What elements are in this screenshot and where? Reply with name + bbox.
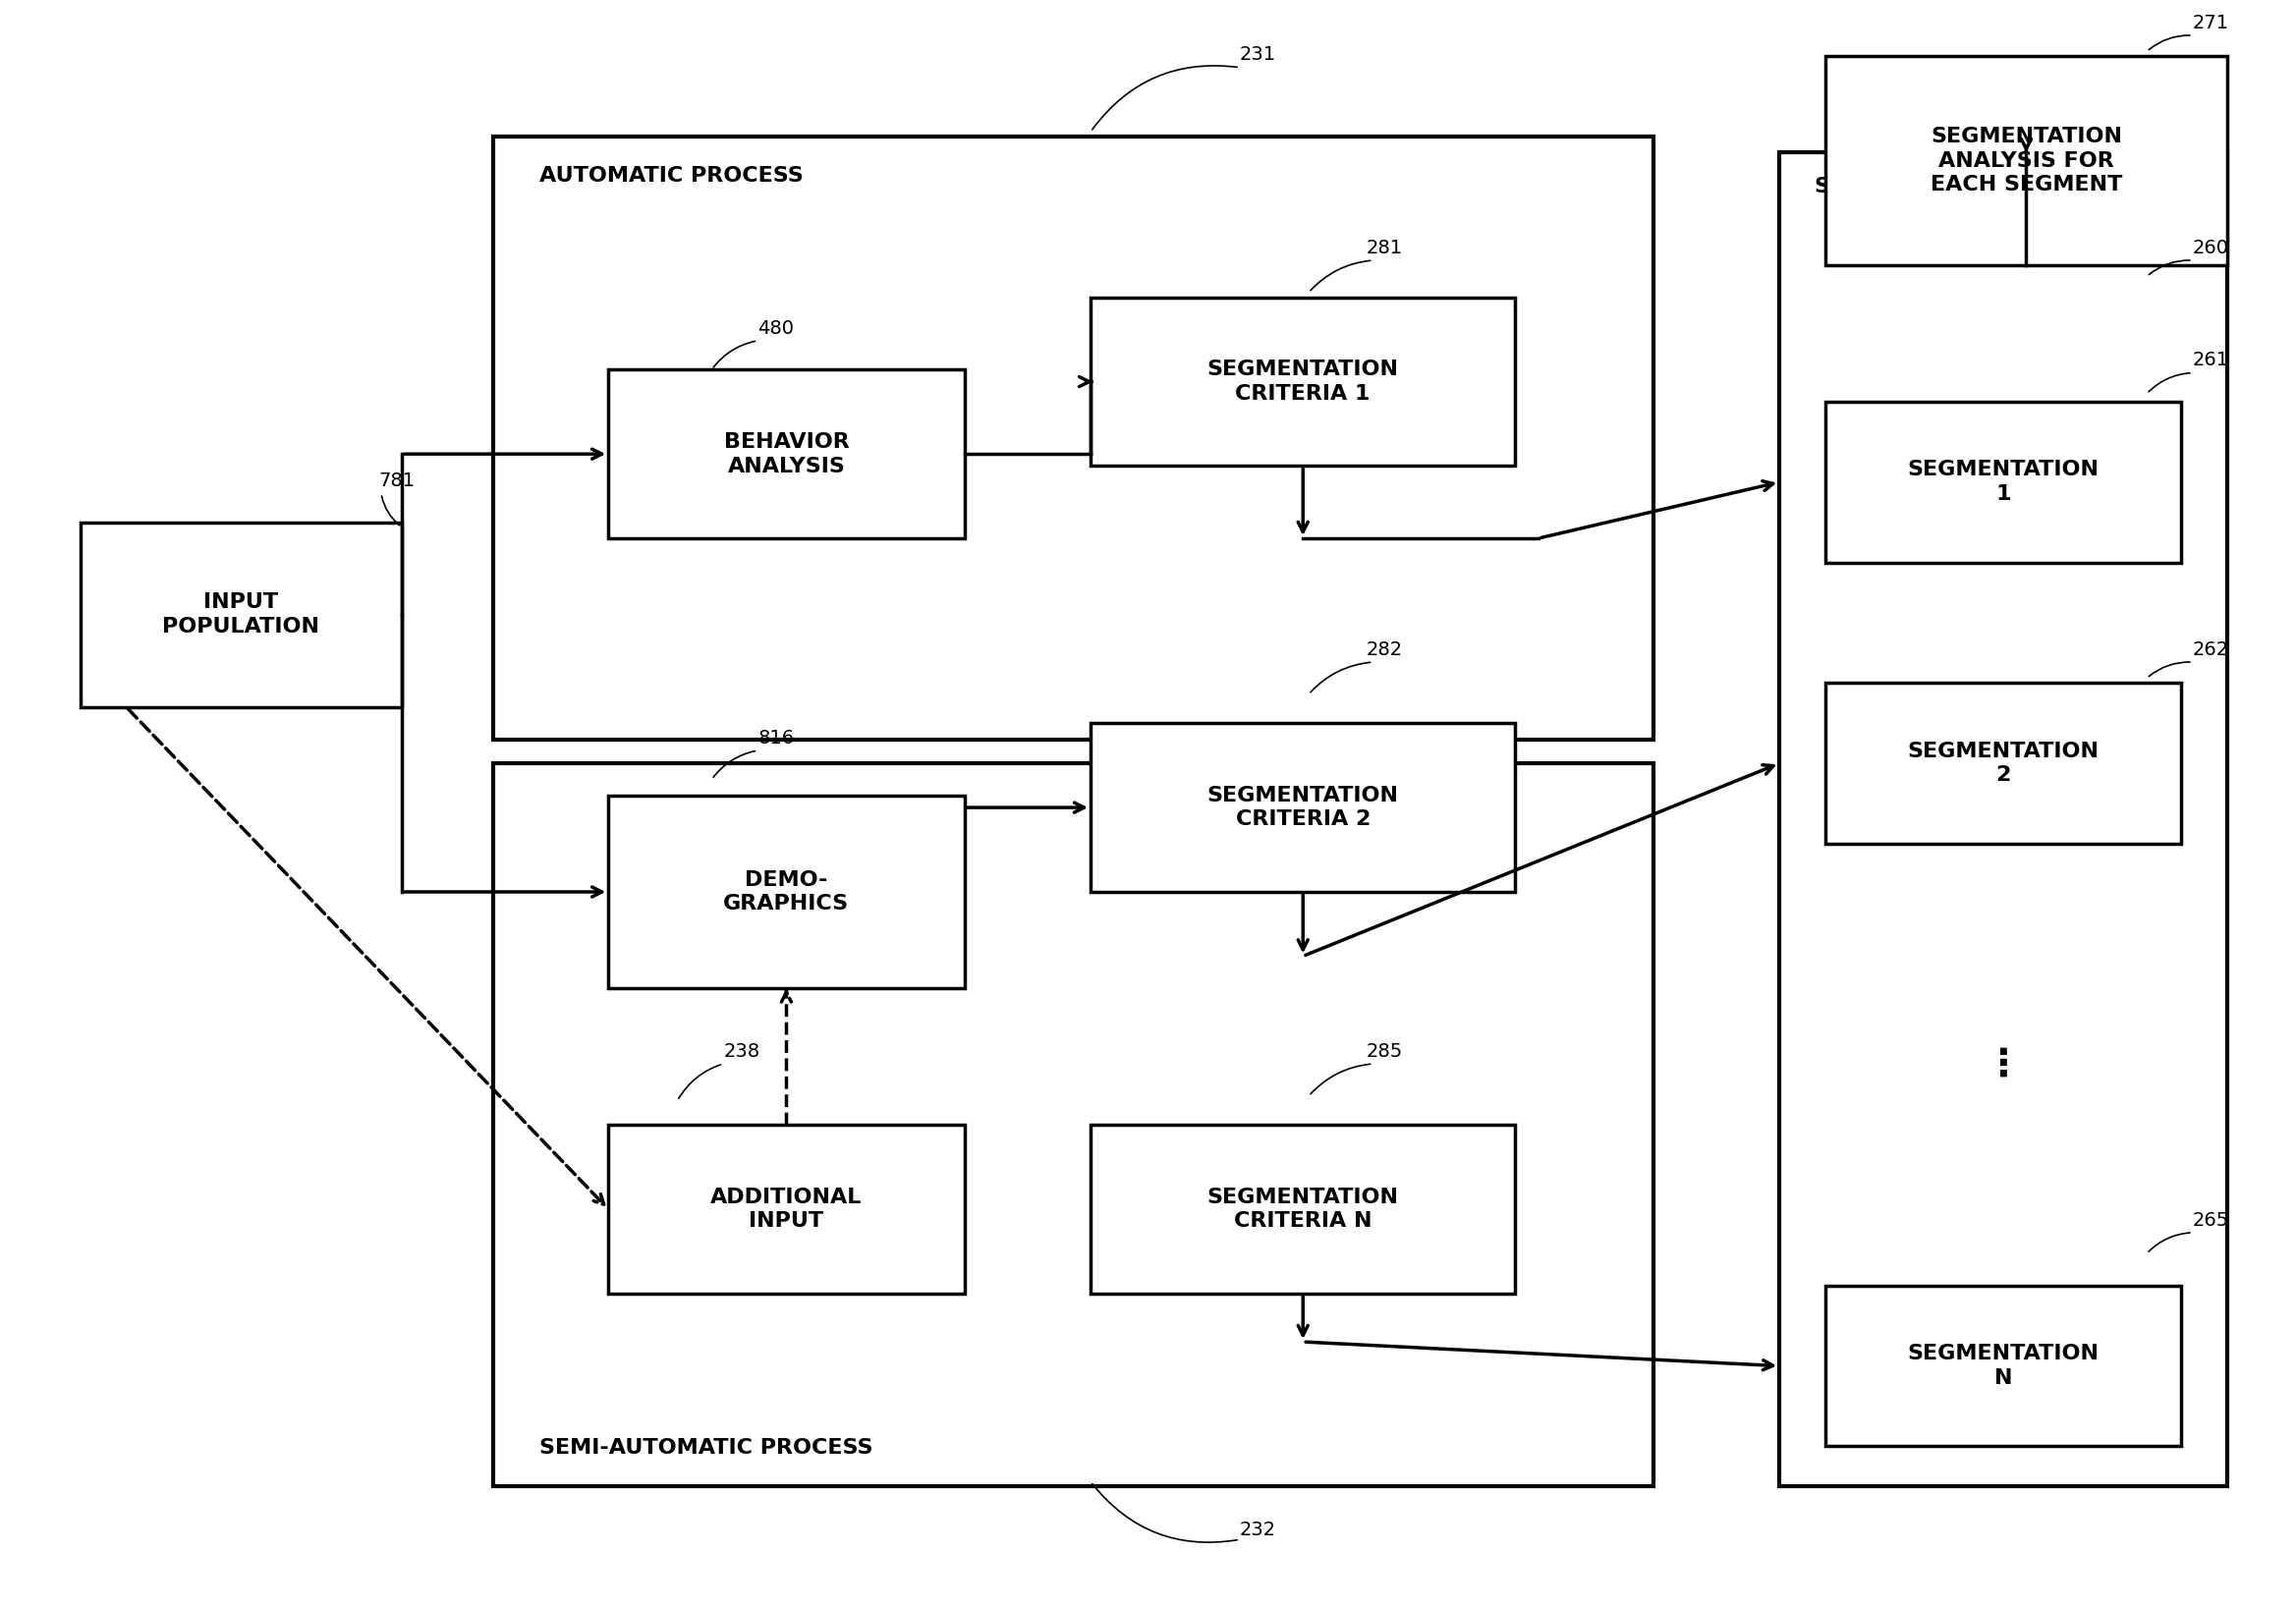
Bar [1779, 153, 2227, 1486]
Text: 262: 262 [2193, 640, 2229, 659]
Text: INPUT
POPULATION: INPUT POPULATION [163, 593, 319, 636]
Text: SEGMENTATION
CRITERIA N: SEGMENTATION CRITERIA N [1208, 1188, 1398, 1231]
Text: 282: 282 [1366, 640, 1403, 659]
Text: AUTOMATIC PROCESS: AUTOMATIC PROCESS [540, 166, 804, 185]
Text: DEMO-
GRAPHICS: DEMO- GRAPHICS [723, 869, 850, 914]
Text: SEGMENTATION
N: SEGMENTATION N [1908, 1343, 2099, 1388]
Text: 231: 231 [1240, 45, 1277, 64]
Bar [1825, 402, 2181, 562]
Text: SEGMENTATION: SEGMENTATION [1814, 177, 2004, 196]
Bar [1091, 1125, 1515, 1294]
Text: SEMI-AUTOMATIC PROCESS: SEMI-AUTOMATIC PROCESS [540, 1438, 872, 1458]
Text: 271: 271 [2193, 13, 2229, 32]
Text: SEGMENTATION
1: SEGMENTATION 1 [1908, 460, 2099, 505]
Text: 816: 816 [758, 728, 794, 747]
Text: SEGMENTATION
2: SEGMENTATION 2 [1908, 741, 2099, 786]
Bar [1825, 56, 2227, 265]
Bar [1825, 683, 2181, 844]
Bar [494, 137, 1653, 739]
Text: SEGMENTATION
CRITERIA 1: SEGMENTATION CRITERIA 1 [1208, 360, 1398, 403]
Text: SEGMENTATION
ANALYSIS FOR
EACH SEGMENT: SEGMENTATION ANALYSIS FOR EACH SEGMENT [1931, 127, 2122, 194]
Bar [1091, 723, 1515, 892]
Text: 238: 238 [723, 1041, 760, 1061]
Bar [80, 522, 402, 707]
Bar [608, 1125, 964, 1294]
Text: 480: 480 [758, 318, 794, 337]
Text: 285: 285 [1366, 1041, 1403, 1061]
Text: SEGMENTATION
CRITERIA 2: SEGMENTATION CRITERIA 2 [1208, 786, 1398, 829]
Bar [1091, 297, 1515, 466]
Text: 265: 265 [2193, 1210, 2229, 1229]
Text: 781: 781 [379, 471, 416, 490]
Bar [608, 795, 964, 988]
Bar [608, 370, 964, 538]
Text: BEHAVIOR
ANALYSIS: BEHAVIOR ANALYSIS [723, 432, 850, 476]
Bar [494, 763, 1653, 1486]
Text: 281: 281 [1366, 238, 1403, 257]
Text: 260: 260 [2193, 238, 2229, 257]
Text: ADDITIONAL
INPUT: ADDITIONAL INPUT [709, 1188, 863, 1231]
Text: 232: 232 [1240, 1520, 1277, 1540]
Bar [1825, 1286, 2181, 1446]
Text: 261: 261 [2193, 350, 2229, 370]
Text: ⋮: ⋮ [1984, 1046, 2023, 1083]
